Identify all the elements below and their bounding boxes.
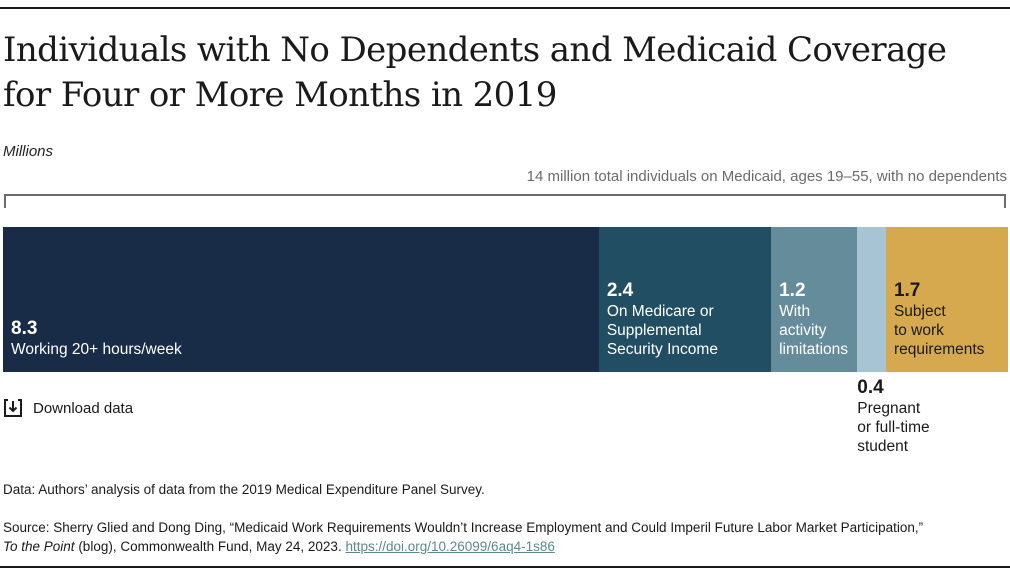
segment-value: 0.4 bbox=[857, 377, 884, 398]
segment-label-group-5: 1.7 Subject to work requirements bbox=[894, 280, 984, 359]
segment-label: Working 20+ hours/week bbox=[11, 341, 182, 358]
segment-label-group-2: 2.4 On Medicare or Supplemental Security … bbox=[607, 280, 718, 359]
segment-value: 8.3 bbox=[11, 318, 38, 339]
segment-label-group-3: 1.2 With activity limitations bbox=[779, 280, 848, 359]
bar-segment-3: 1.2 With activity limitations bbox=[771, 227, 858, 372]
unit-label: Millions bbox=[3, 143, 54, 160]
download-data-button[interactable]: Download data bbox=[3, 398, 133, 418]
bar-segment-2: 2.4 On Medicare or Supplemental Security … bbox=[598, 227, 772, 372]
chart-title: Individuals with No Dependents and Medic… bbox=[3, 30, 947, 115]
segment-label-group-1: 8.3 Working 20+ hours/week bbox=[11, 318, 182, 359]
segment-label-outside-4: 0.4 Pregnant or full-time student bbox=[857, 377, 929, 456]
source-note: Source: Sherry Glied and Dong Ding, “Med… bbox=[3, 518, 1007, 556]
source-publication: To the Point bbox=[3, 539, 75, 554]
top-rule bbox=[0, 7, 1010, 9]
bar-segment-4 bbox=[857, 227, 887, 372]
total-label: 14 million total individuals on Medicaid… bbox=[526, 168, 1007, 185]
source-suffix: (blog), Commonwealth Fund, May 24, 2023. bbox=[74, 539, 346, 554]
segment-label: With activity limitations bbox=[779, 303, 849, 358]
download-icon bbox=[4, 399, 22, 417]
total-bracket bbox=[4, 194, 1006, 208]
stacked-bar-chart: 8.3 Working 20+ hours/week 2.4 On Medicare … bbox=[3, 227, 1009, 372]
data-note: Data: Authors’ analysis of data from the… bbox=[3, 482, 485, 497]
segment-value: 2.4 bbox=[606, 280, 634, 301]
segment-label: On Medicare or Supplemental Security Inc… bbox=[606, 303, 718, 358]
bar-segment-1: 8.3 Working 20+ hours/week bbox=[3, 227, 600, 372]
source-doi-link[interactable]: https://doi.org/10.26099/6aq4-1s86 bbox=[345, 539, 555, 554]
segment-value: 1.7 bbox=[893, 280, 921, 301]
source-prefix: Source: Sherry Glied and Dong Ding, “Med… bbox=[3, 520, 924, 535]
segment-label: Subject to work requirements bbox=[893, 303, 985, 358]
bar-segment-5: 1.7 Subject to work requirements bbox=[885, 227, 1009, 372]
segment-label: Pregnant or full-time student bbox=[857, 400, 930, 455]
download-label: Download data bbox=[33, 399, 134, 417]
bottom-rule bbox=[0, 566, 1010, 568]
segment-value: 1.2 bbox=[779, 280, 806, 301]
